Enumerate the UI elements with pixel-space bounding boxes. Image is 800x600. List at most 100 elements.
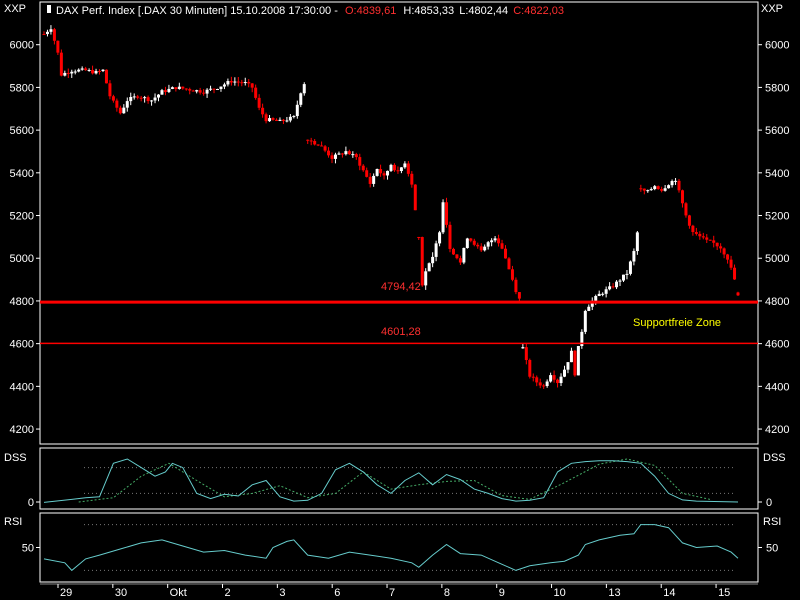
candle-up — [667, 185, 671, 189]
y-tick-label-left: 5800 — [10, 82, 34, 94]
candle-up — [167, 88, 171, 92]
header-instrument: DAX Perf. Index [.DAX 30 Minuten] 15.10.… — [56, 5, 564, 17]
candle-up — [438, 232, 442, 244]
candle-down — [656, 186, 660, 190]
candle-down — [677, 180, 681, 191]
candle-up — [462, 247, 466, 263]
candle-up — [344, 151, 348, 155]
x-tick-label: 7 — [389, 587, 395, 599]
candle-down — [420, 237, 424, 286]
candle-down — [91, 69, 95, 74]
y-tick-label-right: 4400 — [765, 381, 789, 393]
candle-up — [674, 180, 678, 182]
candle-down — [358, 157, 362, 166]
candle-down — [139, 97, 143, 99]
rsi-layer: 50 50 — [22, 524, 778, 572]
candle-down — [323, 146, 327, 151]
candle-down — [451, 248, 455, 255]
x-tick-label: 29 — [60, 587, 72, 599]
rsi-tick-label-right: 50 — [766, 543, 778, 555]
candle-down — [146, 97, 150, 102]
candle-up — [549, 375, 553, 382]
candle-down — [719, 246, 723, 249]
y-tick-label-right: 5200 — [765, 211, 789, 223]
candle-down — [56, 40, 60, 53]
candle-down — [524, 347, 528, 361]
candle-up — [601, 293, 605, 295]
candle-up — [521, 347, 525, 349]
candle-up — [288, 116, 292, 121]
candle-down — [556, 379, 560, 384]
candle-down — [687, 215, 691, 226]
candle-down — [542, 385, 546, 387]
candle-down — [59, 52, 63, 76]
candles — [42, 25, 740, 389]
candle-up — [295, 104, 299, 117]
candle-down — [163, 90, 167, 92]
candle-down — [281, 119, 285, 121]
candle-up — [219, 86, 223, 90]
y-tick-label-right: 4600 — [765, 339, 789, 351]
candle-down — [639, 188, 643, 190]
candle-down — [108, 83, 112, 97]
candle-up — [493, 238, 497, 241]
candle-down — [261, 107, 265, 115]
candle-up — [122, 107, 126, 114]
candle-down — [736, 292, 740, 296]
candle-up — [618, 280, 622, 282]
x-tick-label: 14 — [663, 587, 675, 599]
header-high: H:4853,33 — [403, 5, 454, 17]
candle-up — [216, 89, 219, 91]
candle-down — [361, 165, 365, 171]
candle-down — [379, 168, 383, 174]
candle-up — [431, 256, 435, 264]
candle-down — [66, 72, 70, 74]
candle-down — [680, 190, 684, 204]
candle-up — [302, 84, 306, 94]
candle-down — [198, 90, 202, 93]
candle-down — [469, 238, 473, 241]
candle-down — [472, 240, 476, 245]
candle-down — [382, 173, 386, 176]
candle-down — [52, 29, 56, 41]
x-tick-label: 6 — [334, 587, 340, 599]
candle-down — [136, 96, 140, 98]
candle-up — [372, 175, 376, 184]
candle-up — [434, 243, 438, 257]
candle-up — [150, 100, 154, 102]
candle-down — [236, 81, 240, 83]
candle-up — [222, 84, 226, 87]
candle-down — [733, 267, 737, 280]
candle-down — [712, 240, 716, 243]
y-tick-label-right: 4200 — [765, 424, 789, 436]
candle-down — [726, 254, 730, 260]
y-tick-label-right: 4800 — [765, 296, 789, 308]
rsi-line — [43, 524, 739, 572]
candle-up — [153, 97, 157, 101]
candle-up — [389, 164, 393, 171]
instrument-icon — [47, 5, 51, 13]
candle-up — [590, 300, 594, 307]
candle-up — [337, 153, 341, 155]
candle-down — [330, 155, 334, 159]
candle-down — [264, 114, 268, 122]
candle-down — [257, 97, 261, 108]
candle-down — [552, 375, 556, 380]
candle-down — [42, 34, 46, 36]
candle-up — [628, 261, 632, 274]
candle-down — [497, 238, 501, 244]
x-tick-label: 30 — [115, 587, 127, 599]
x-tick-label: 8 — [444, 587, 450, 599]
candle-up — [63, 72, 67, 76]
candle-up — [386, 170, 390, 176]
candle-down — [174, 87, 178, 90]
candle-down — [455, 254, 459, 259]
x-tick-label: Okt — [170, 587, 187, 599]
candle-down — [229, 81, 233, 83]
candle-down — [396, 170, 400, 172]
y-tick-label-left: 5600 — [10, 125, 34, 137]
candle-up — [632, 251, 636, 262]
x-tick-label: 3 — [279, 587, 285, 599]
candle-down — [715, 242, 719, 247]
candle-down — [365, 170, 369, 177]
